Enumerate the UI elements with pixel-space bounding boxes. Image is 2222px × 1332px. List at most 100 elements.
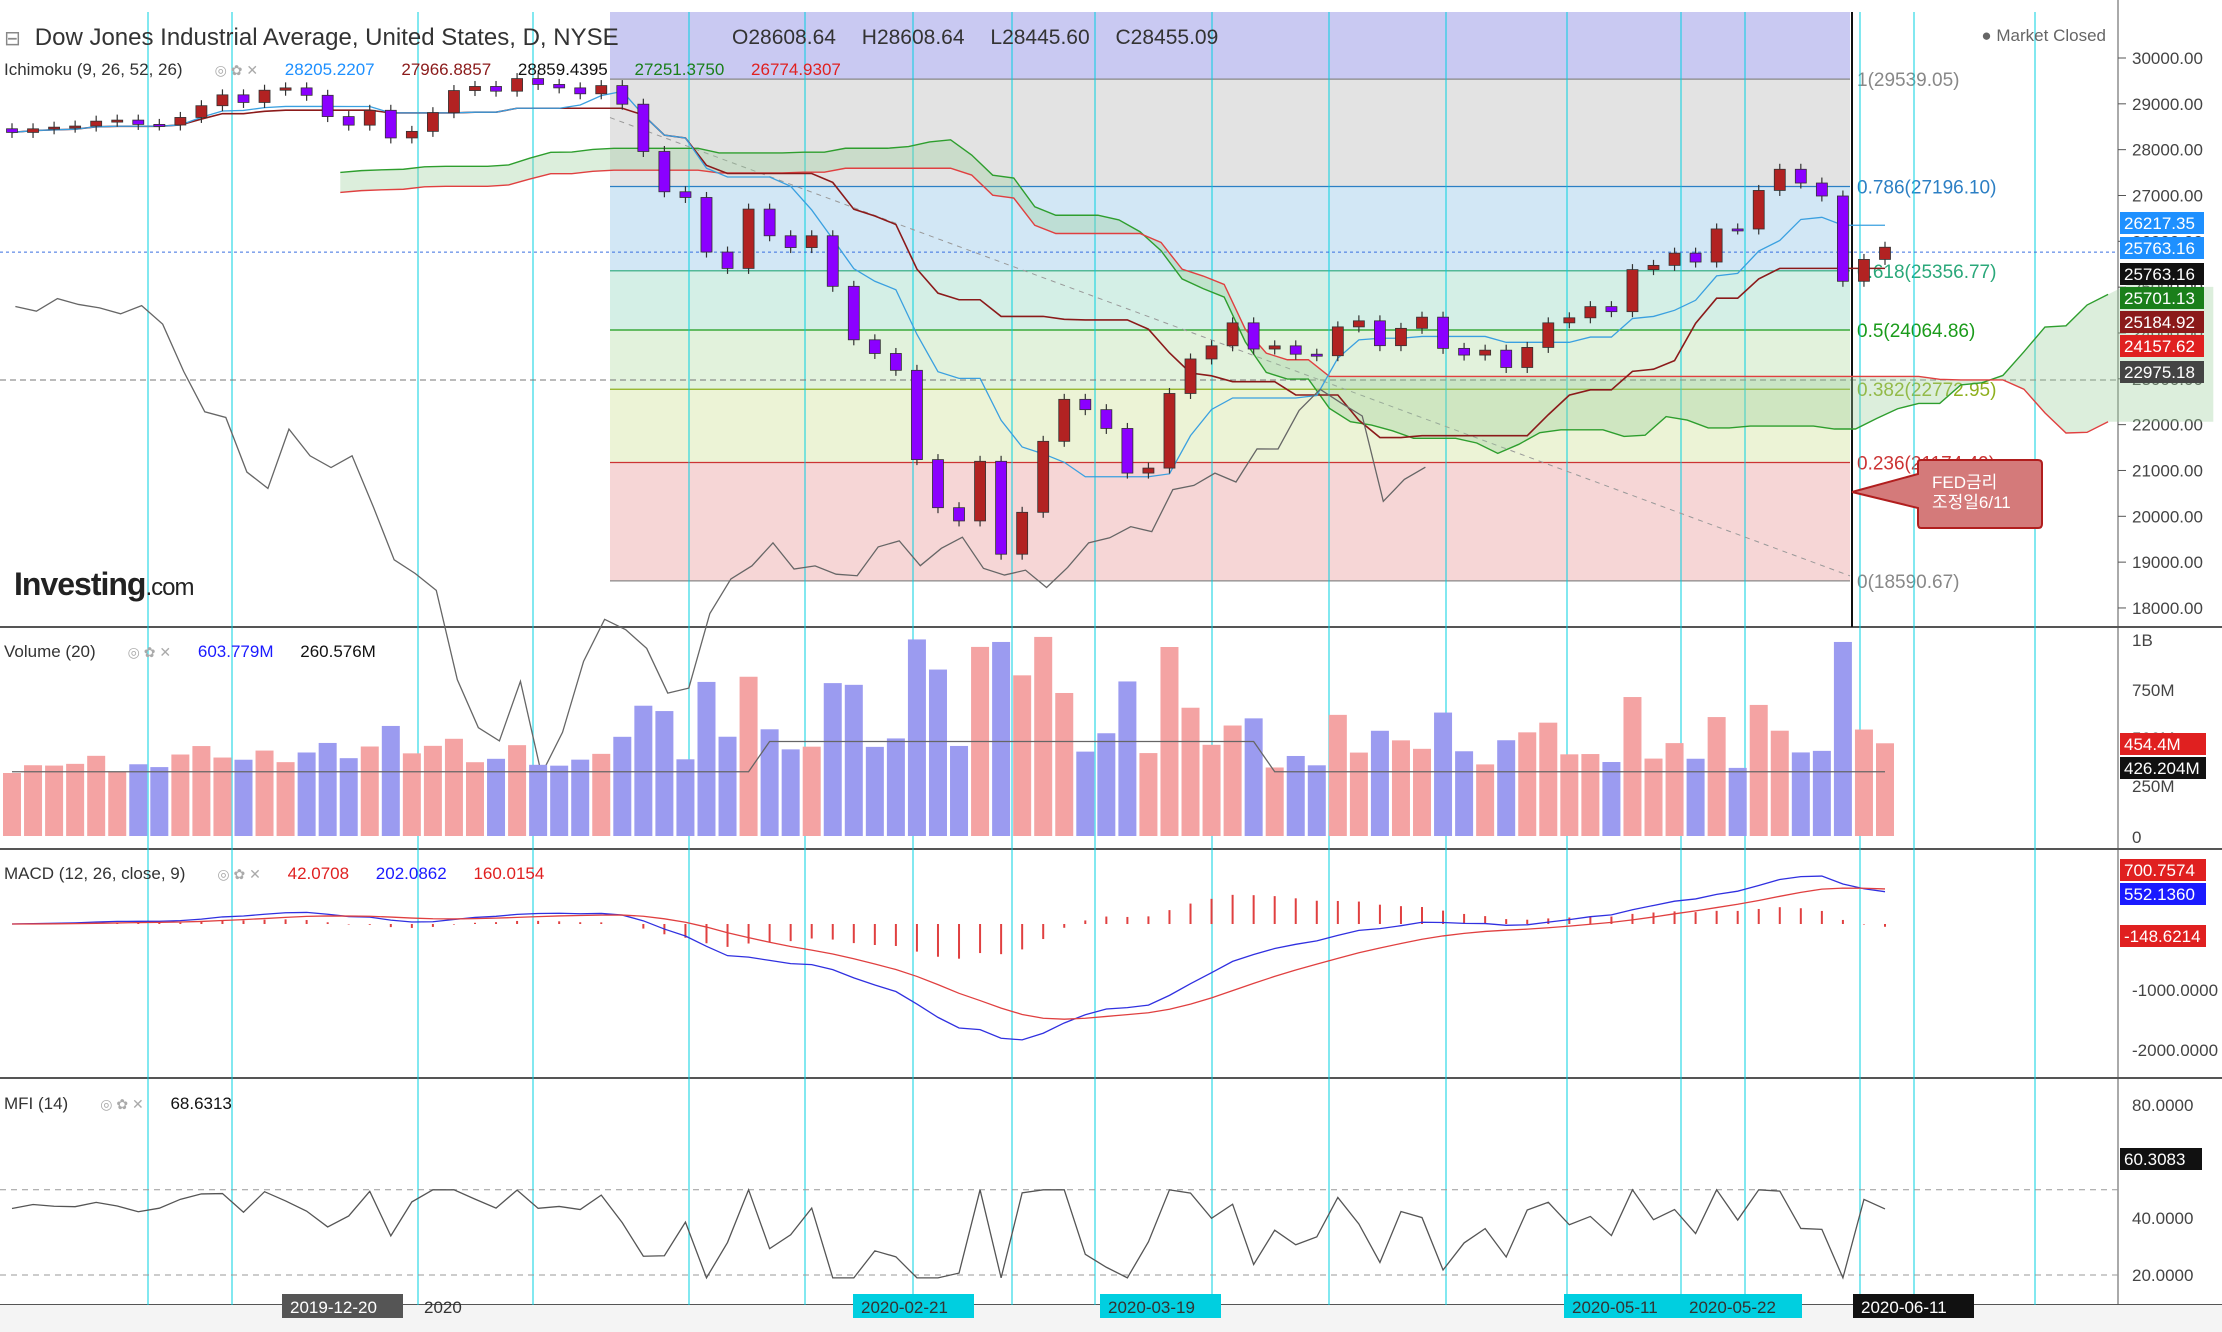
settings-icon[interactable]: ◎ ✿ ✕ bbox=[214, 62, 259, 78]
volume-bar bbox=[928, 669, 947, 836]
logo-brand: Investing bbox=[14, 566, 146, 602]
candle-body bbox=[279, 87, 292, 91]
date-label: 2020-06-11 bbox=[1861, 1298, 1947, 1317]
price-badge-label: 26217.35 bbox=[2124, 214, 2195, 233]
logo-suffix: .com bbox=[145, 574, 194, 601]
volume-bar bbox=[718, 736, 737, 836]
mfi-badge bbox=[2120, 1148, 2202, 1170]
volume-badge bbox=[2120, 757, 2206, 779]
settings-icon[interactable]: ◎ ✿ ✕ bbox=[217, 866, 261, 882]
volume-legend[interactable]: Volume (20) ◎ ✿ ✕ 603.779M 260.576M bbox=[4, 642, 398, 662]
date-badge bbox=[1681, 1294, 1802, 1318]
macd-badge-label: 552.1360 bbox=[2124, 885, 2195, 904]
macd-hist: 42.0708 bbox=[287, 864, 350, 883]
volume-bar bbox=[234, 759, 253, 836]
volume-bar bbox=[739, 676, 758, 836]
volume-bar bbox=[550, 765, 569, 836]
price-badge-label: 25763.16 bbox=[2124, 239, 2195, 258]
volume-badge-label: 454.4M bbox=[2124, 735, 2181, 754]
candle-body bbox=[721, 251, 734, 269]
volume-bar bbox=[1728, 767, 1747, 836]
volume-bar bbox=[444, 738, 463, 836]
candle-body bbox=[1163, 393, 1176, 469]
date-label: 2020 bbox=[424, 1298, 462, 1317]
ichimoku-tenkan: 28205.2207 bbox=[284, 60, 375, 79]
volume-badge bbox=[2120, 733, 2206, 755]
volume-bar bbox=[571, 759, 590, 836]
volume-bar bbox=[1644, 758, 1663, 836]
candle-body bbox=[174, 117, 187, 126]
volume-bar bbox=[1349, 752, 1368, 836]
candle-body bbox=[1626, 269, 1639, 313]
price-tick-label: 30000.00 bbox=[2132, 49, 2203, 68]
fib-level-label: 0(18590.67) bbox=[1857, 572, 1959, 593]
collapse-icon[interactable]: ⊟ bbox=[4, 28, 21, 50]
volume-bar bbox=[1413, 748, 1432, 836]
volume-bar bbox=[45, 765, 64, 836]
date-label: 2020-02-21 bbox=[861, 1298, 948, 1317]
macd-legend[interactable]: MACD (12, 26, close, 9) ◎ ✿ ✕ 42.0708 202… bbox=[4, 864, 566, 884]
volume-badge-label: 426.204M bbox=[2124, 759, 2200, 778]
candle-body bbox=[426, 112, 439, 132]
date-badge bbox=[1853, 1294, 1974, 1318]
candle-body bbox=[658, 151, 671, 193]
volume-bar bbox=[1328, 714, 1347, 836]
volume-bar bbox=[760, 729, 779, 836]
settings-icon[interactable]: ◎ ✿ ✕ bbox=[100, 1096, 144, 1112]
volume-bar bbox=[781, 749, 800, 836]
ichimoku-span-b-line bbox=[340, 167, 2109, 434]
candle-body bbox=[995, 460, 1008, 555]
date-badge bbox=[282, 1294, 403, 1318]
price-tick-label: 18000.00 bbox=[2132, 599, 2203, 618]
volume-label: Volume (20) bbox=[4, 642, 96, 661]
volume-bar bbox=[297, 752, 316, 836]
candle-body bbox=[321, 94, 334, 117]
volume-bar bbox=[844, 684, 863, 836]
volume-bar bbox=[1055, 692, 1074, 836]
candle-body bbox=[469, 86, 481, 91]
volume-bar bbox=[1876, 743, 1894, 836]
candle-body bbox=[1858, 259, 1870, 282]
candle-body bbox=[237, 94, 250, 103]
price-badge bbox=[2120, 361, 2204, 383]
ichimoku-legend[interactable]: Ichimoku (9, 26, 52, 26) ◎ ✿ ✕ 28205.2207… bbox=[4, 60, 863, 80]
candle-body bbox=[405, 130, 418, 139]
settings-icon[interactable]: ◎ ✿ ✕ bbox=[127, 644, 172, 660]
candle-body bbox=[1710, 228, 1723, 263]
volume-bar bbox=[465, 762, 484, 836]
volume-bar bbox=[802, 746, 821, 836]
mfi-legend[interactable]: MFI (14) ◎ ✿ ✕ 68.6313 bbox=[4, 1094, 254, 1114]
price-badge-label: 25701.13 bbox=[2124, 289, 2195, 308]
volume-bar bbox=[192, 746, 211, 836]
fib-zone bbox=[610, 270, 1850, 331]
candle-body bbox=[1079, 398, 1092, 411]
macd-tick-label: -1000.0000 bbox=[2132, 981, 2218, 1000]
fib-level-label: 0.5(24064.86) bbox=[1857, 321, 1975, 342]
candle-body bbox=[1500, 349, 1513, 368]
volume-bar bbox=[1476, 764, 1495, 836]
macd-signal: 160.0154 bbox=[473, 864, 545, 883]
volume-bar bbox=[1391, 740, 1410, 836]
trend-line bbox=[609, 117, 1851, 577]
volume-bar bbox=[1623, 697, 1642, 836]
mfi-tick-label: 20.0000 bbox=[2132, 1266, 2193, 1285]
volume-bar bbox=[423, 745, 442, 836]
candle-body bbox=[216, 94, 229, 107]
volume-bar bbox=[865, 746, 884, 836]
volume-bar bbox=[213, 757, 232, 836]
macd-badge-label: -148.6214 bbox=[2124, 927, 2201, 946]
volume-bar bbox=[24, 765, 43, 836]
volume-bar bbox=[1307, 765, 1326, 836]
volume-bar bbox=[1581, 754, 1600, 836]
volume-tick-label: 0 bbox=[2132, 828, 2141, 847]
ichimoku-chikou-line bbox=[15, 297, 1426, 777]
date-badge bbox=[1564, 1294, 1685, 1318]
candle-body bbox=[384, 109, 397, 139]
volume-bar bbox=[1560, 754, 1579, 836]
candle-body bbox=[1584, 306, 1597, 319]
volume-bar bbox=[255, 750, 274, 836]
volume-bar bbox=[1749, 704, 1768, 836]
mfi-label: MFI (14) bbox=[4, 1094, 69, 1113]
candle-body bbox=[1689, 252, 1702, 263]
